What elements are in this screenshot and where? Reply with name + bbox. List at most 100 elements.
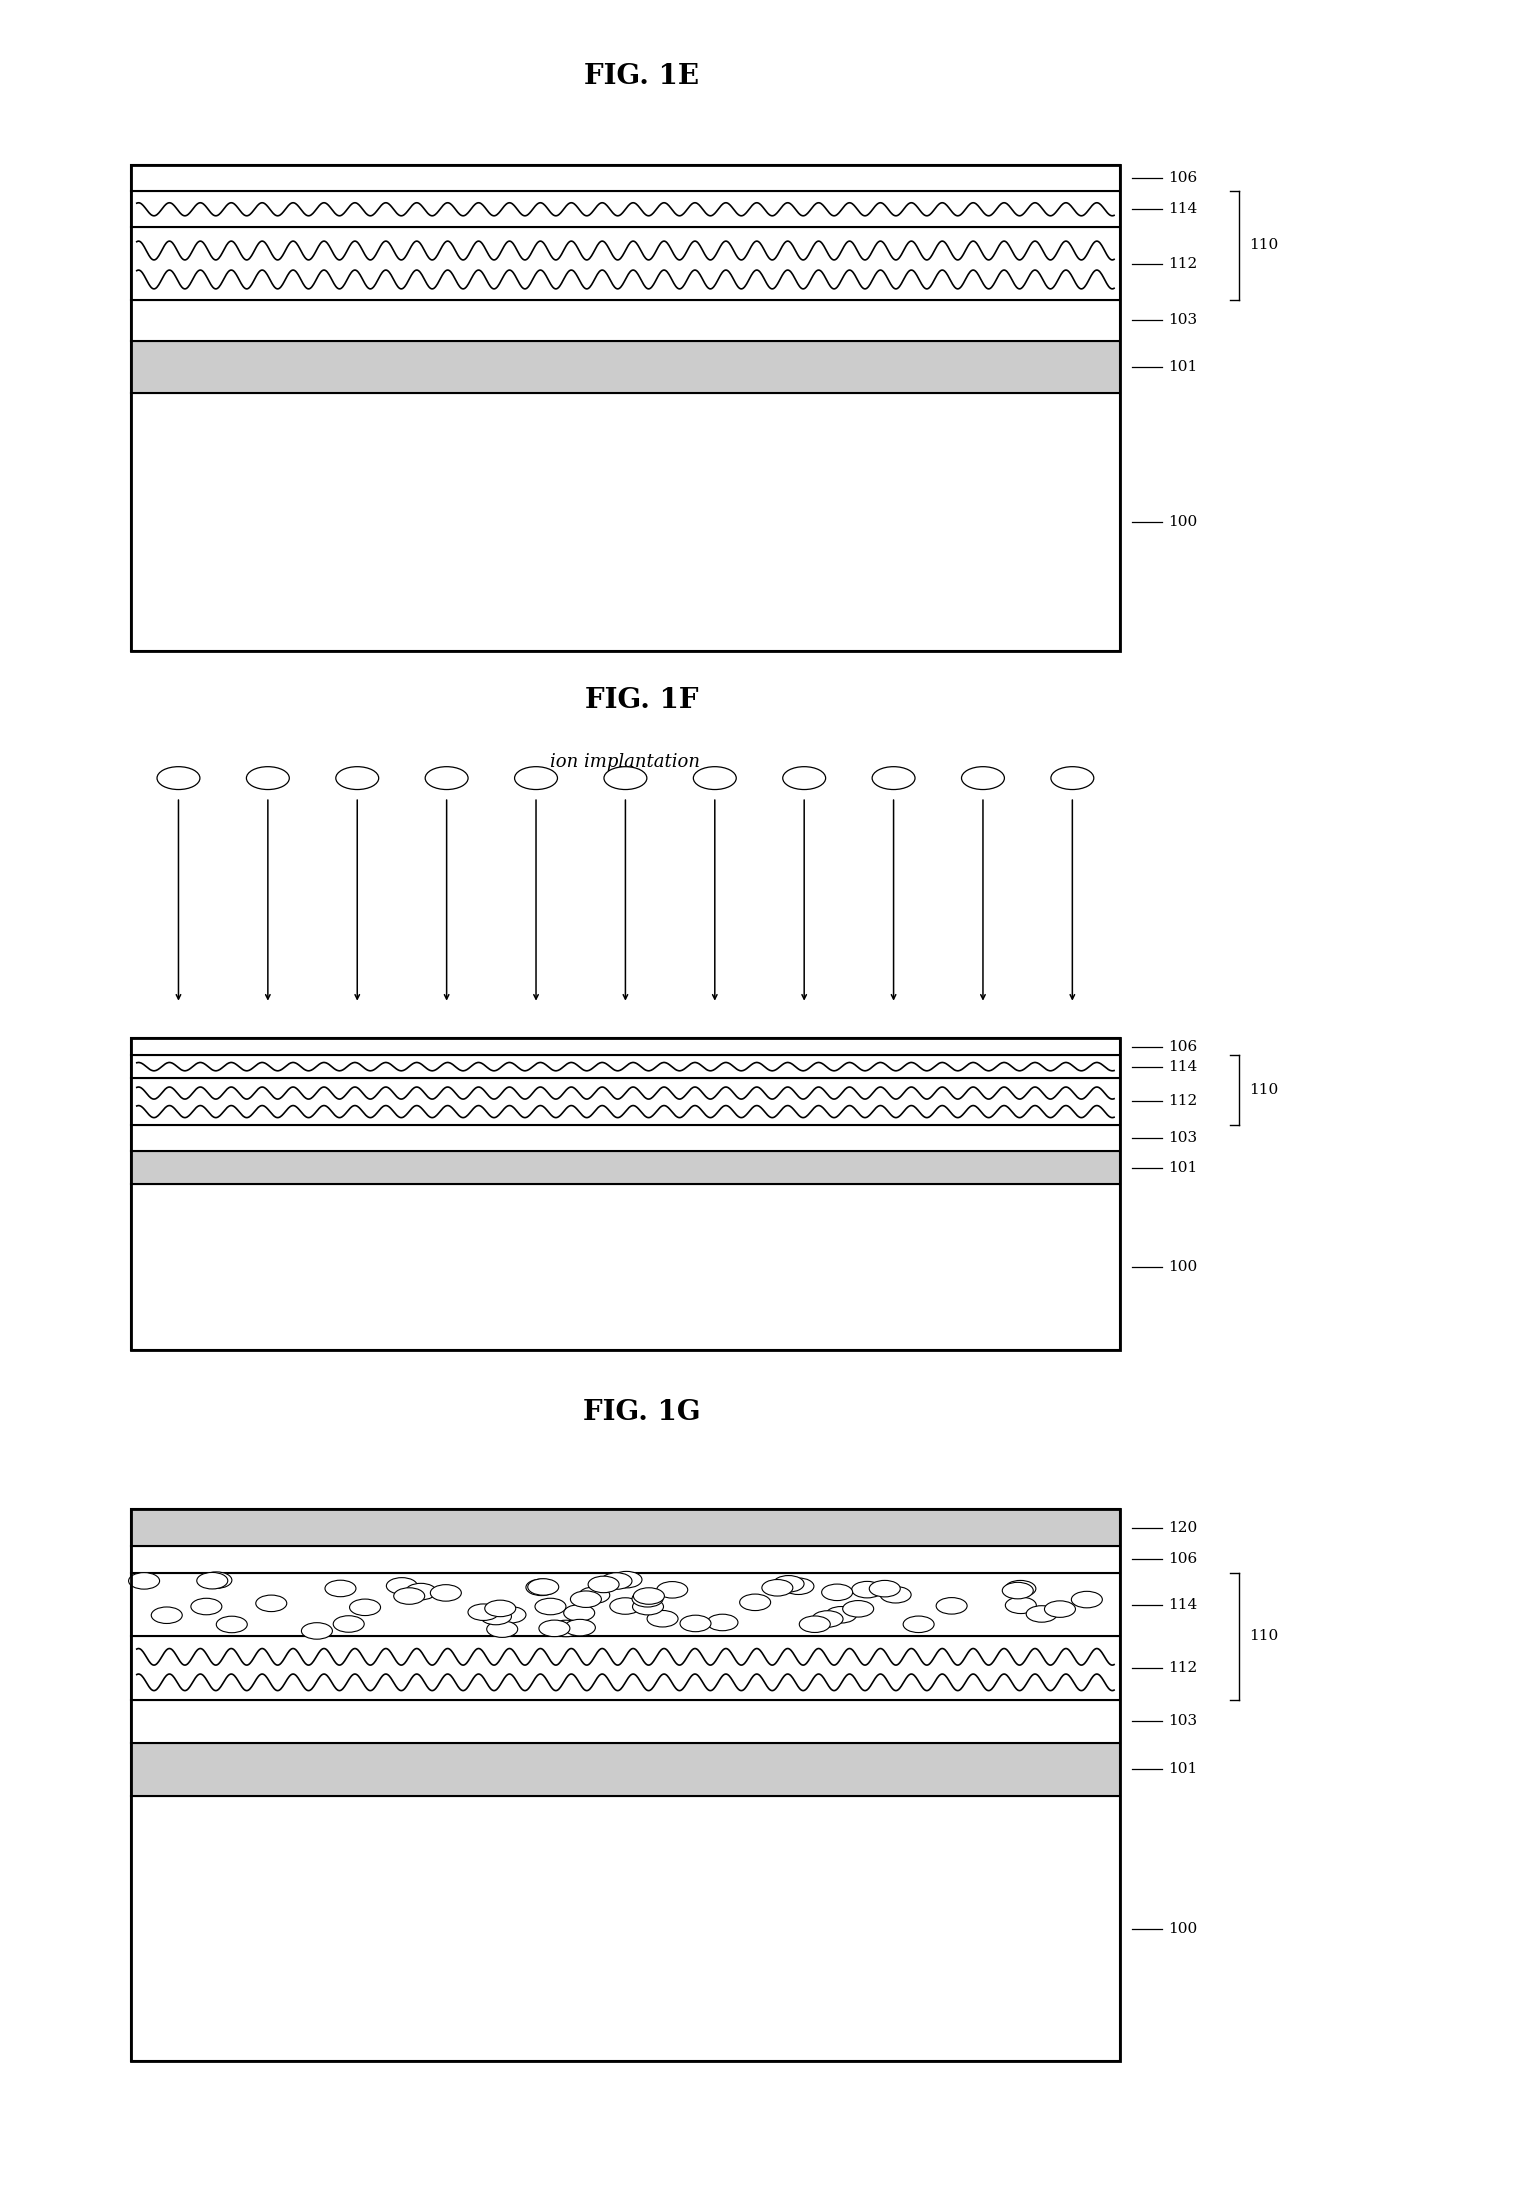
Circle shape [825,1607,857,1623]
Bar [131,1546,1120,1572]
Circle shape [869,1581,900,1597]
Circle shape [1027,1605,1057,1623]
Bar [131,191,1120,228]
Circle shape [255,1594,287,1612]
Circle shape [799,1616,830,1632]
Circle shape [200,1572,232,1588]
Circle shape [405,1583,437,1601]
Text: 100: 100 [1167,1921,1196,1936]
Circle shape [1002,1583,1033,1599]
Circle shape [762,1579,793,1597]
Text: 100: 100 [1167,515,1196,530]
Circle shape [487,1621,518,1638]
Circle shape [197,1572,228,1590]
Circle shape [782,1579,814,1594]
Text: FIG. 1E: FIG. 1E [584,64,700,90]
Circle shape [646,1610,678,1627]
Text: 114: 114 [1167,1597,1196,1612]
Circle shape [157,766,200,791]
Bar [131,1572,1120,1636]
Circle shape [657,1581,688,1599]
Text: 106: 106 [1167,1553,1196,1566]
Text: 110: 110 [1248,1629,1277,1642]
Circle shape [564,1618,596,1636]
Circle shape [539,1621,570,1636]
Text: FIG. 1G: FIG. 1G [584,1399,700,1426]
Bar [131,1038,1120,1056]
Circle shape [394,1588,425,1605]
Bar [131,1509,1120,1546]
Circle shape [1005,1597,1036,1614]
Text: 106: 106 [1167,1040,1196,1053]
Circle shape [526,1579,556,1597]
Circle shape [1071,1592,1102,1607]
Text: 103: 103 [1167,1130,1196,1145]
Bar [131,166,1120,650]
Text: 110: 110 [1248,239,1277,252]
Circle shape [811,1610,843,1627]
Circle shape [425,766,468,791]
Circle shape [1051,766,1094,791]
Bar [131,1077,1120,1126]
Circle shape [527,1579,559,1594]
Bar [131,342,1120,392]
Bar [131,1126,1120,1152]
Circle shape [601,1572,633,1590]
Text: 120: 120 [1167,1520,1196,1535]
Circle shape [822,1583,853,1601]
Text: ion implantation: ion implantation [550,753,700,771]
Circle shape [535,1599,565,1614]
Circle shape [680,1616,711,1632]
Circle shape [588,1577,619,1592]
Circle shape [634,1588,665,1605]
Circle shape [740,1594,770,1610]
Circle shape [564,1605,594,1621]
Circle shape [633,1599,663,1614]
Bar [131,1185,1120,1349]
Bar [131,1152,1120,1185]
Circle shape [633,1590,663,1607]
Circle shape [842,1601,874,1616]
Text: 103: 103 [1167,313,1196,326]
Circle shape [515,766,558,791]
Circle shape [128,1572,159,1590]
Bar [131,300,1120,342]
Circle shape [246,766,289,791]
Circle shape [773,1575,804,1592]
Circle shape [782,766,825,791]
Text: 112: 112 [1167,256,1196,272]
Circle shape [387,1577,417,1594]
Bar [131,228,1120,300]
Text: 110: 110 [1248,1082,1277,1097]
Text: 103: 103 [1167,1715,1196,1728]
Bar [131,1699,1120,1743]
Circle shape [707,1614,738,1632]
Circle shape [937,1597,967,1614]
Text: FIG. 1F: FIG. 1F [585,688,698,714]
Circle shape [604,766,646,791]
Circle shape [872,766,915,791]
Circle shape [151,1607,182,1623]
Circle shape [191,1599,222,1614]
Text: 101: 101 [1167,1763,1196,1776]
Circle shape [495,1607,526,1623]
Circle shape [903,1616,934,1632]
Text: 100: 100 [1167,1259,1196,1275]
Circle shape [336,766,379,791]
Bar [131,1636,1120,1699]
Text: 101: 101 [1167,359,1196,374]
Text: 101: 101 [1167,1161,1196,1174]
Circle shape [301,1623,333,1638]
Circle shape [1005,1581,1036,1597]
Bar [131,1796,1120,2061]
Bar [131,1743,1120,1796]
Circle shape [579,1588,610,1603]
Text: 112: 112 [1167,1662,1196,1675]
Bar [131,1038,1120,1349]
Circle shape [851,1581,883,1599]
Circle shape [325,1581,356,1597]
Circle shape [961,766,1004,791]
Circle shape [611,1572,642,1588]
Circle shape [610,1599,640,1614]
Text: 112: 112 [1167,1095,1196,1108]
